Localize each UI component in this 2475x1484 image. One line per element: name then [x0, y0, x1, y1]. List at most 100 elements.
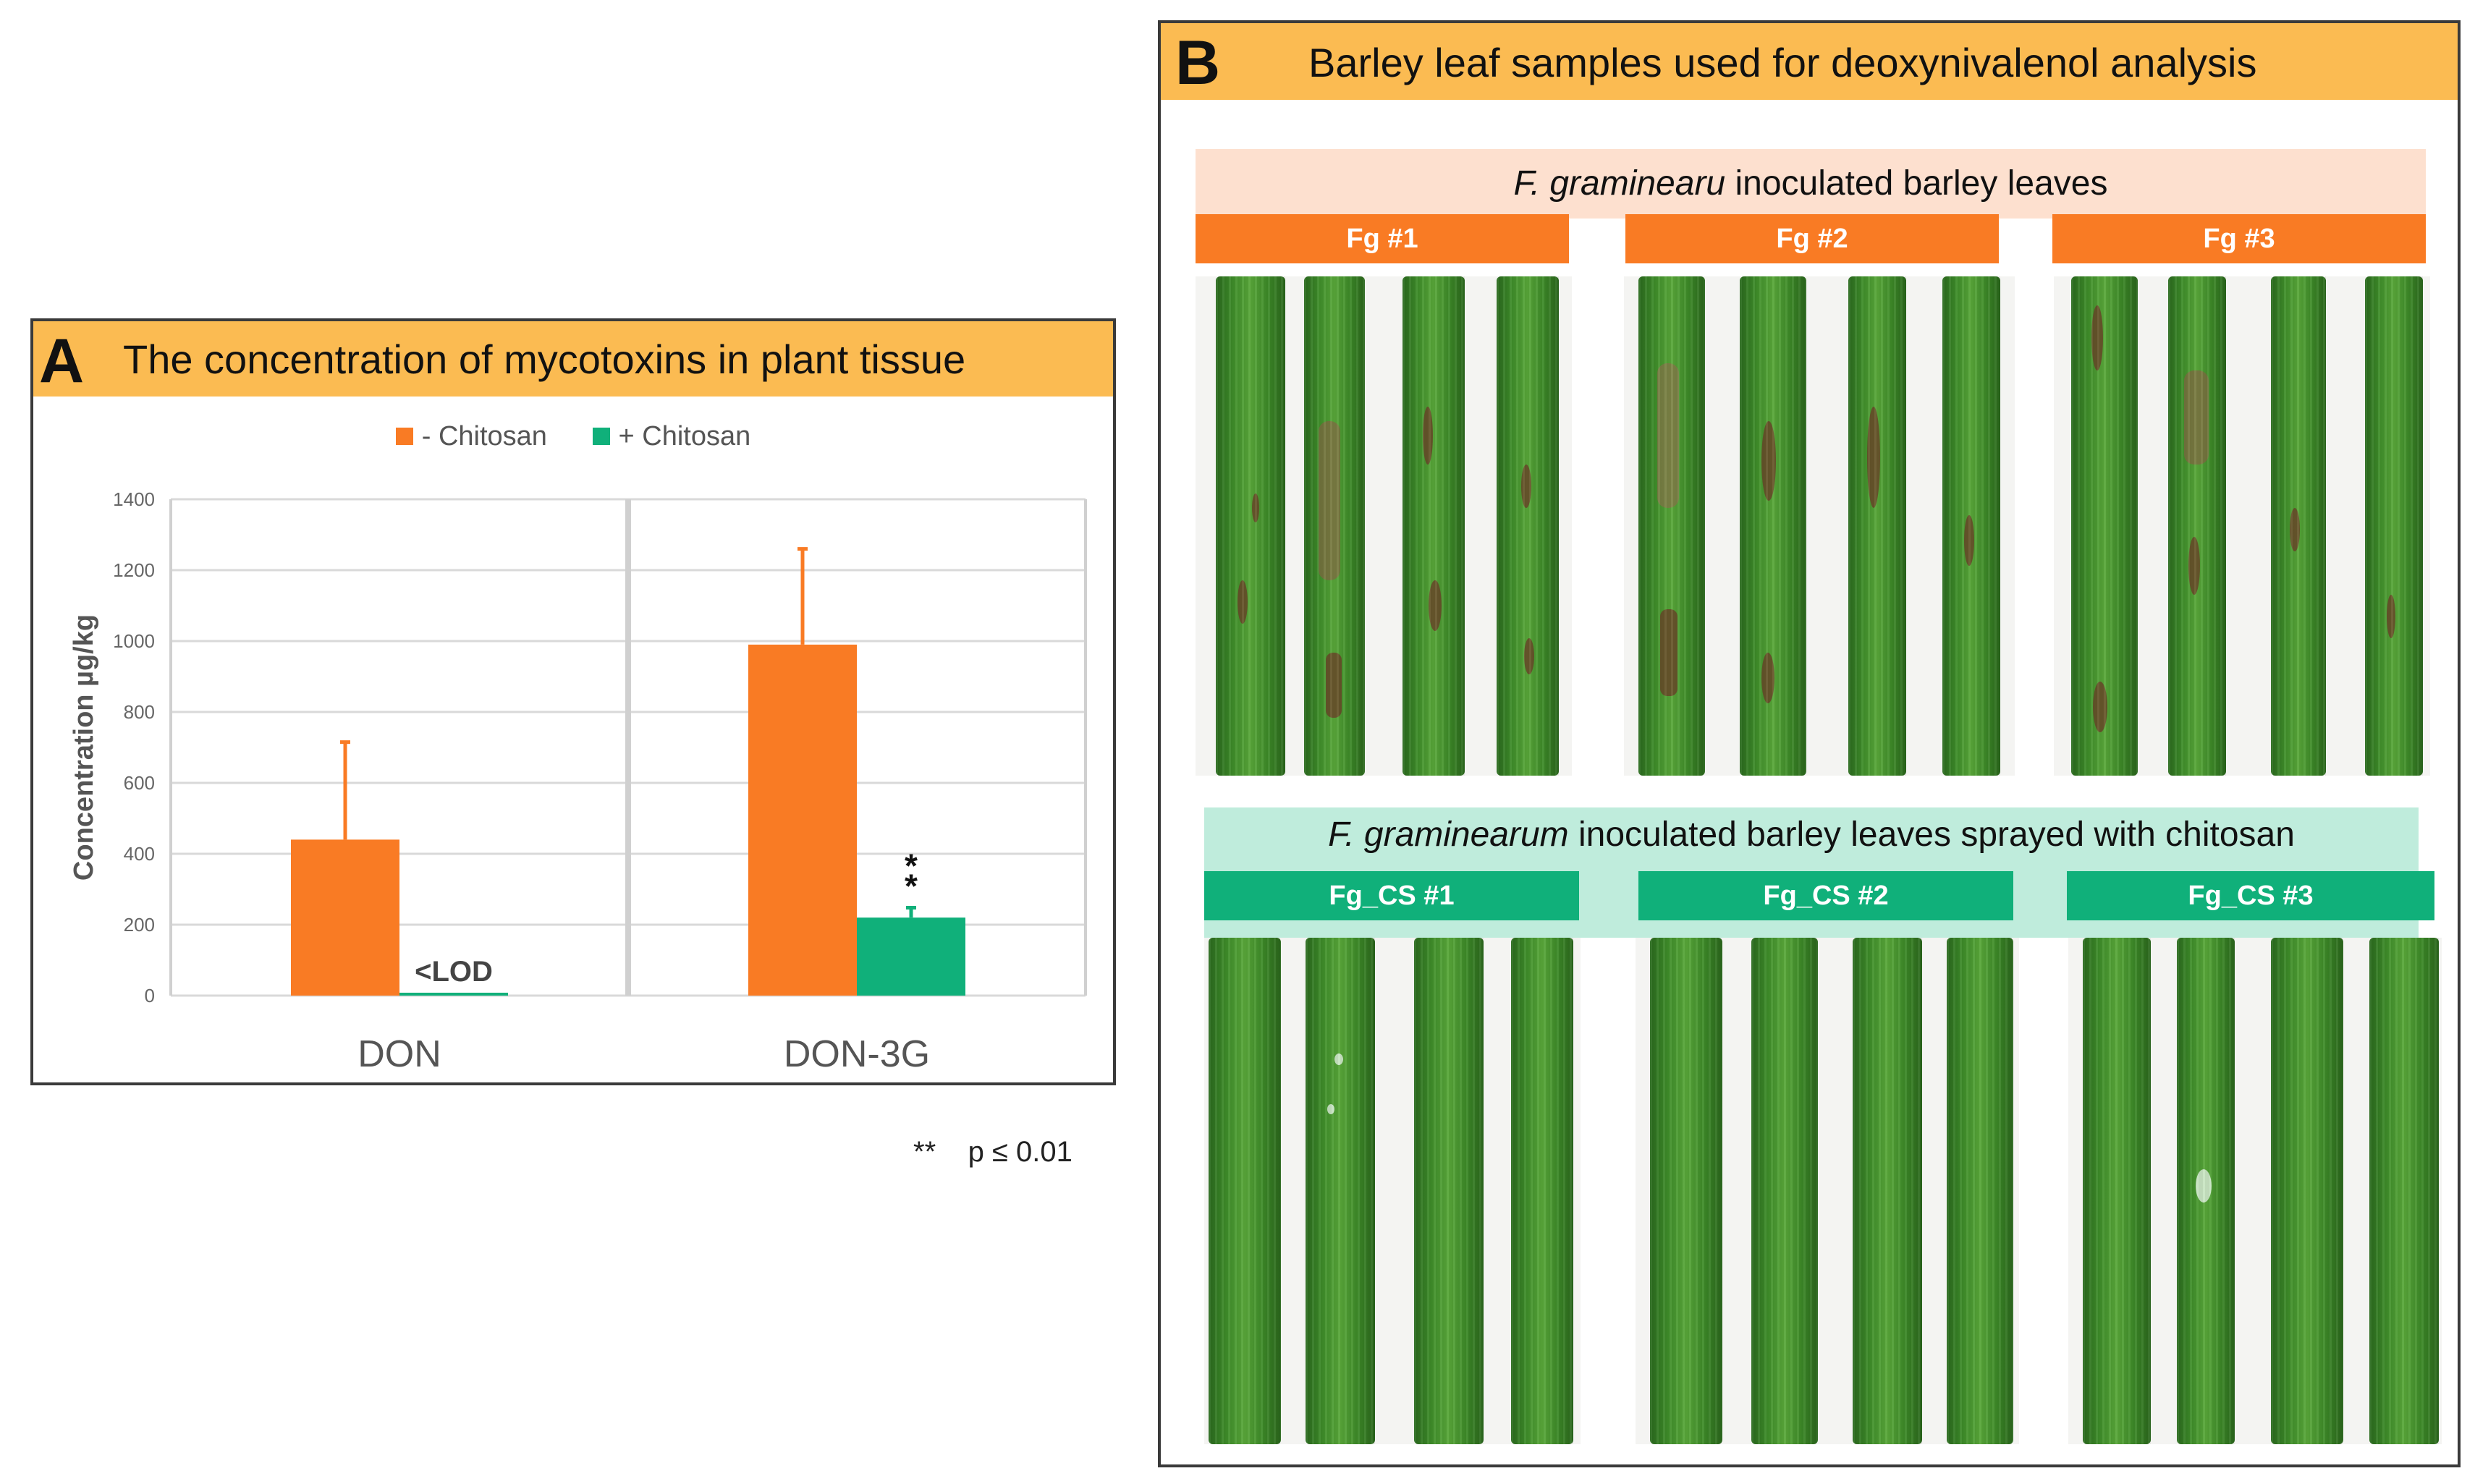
leaf [1650, 938, 1722, 1444]
panel-a: A The concentration of mycotoxins in pla… [30, 318, 1116, 1085]
lesion [2093, 682, 2107, 732]
label-fgcs-2: Fg_CS #2 [1638, 871, 2013, 920]
leaf [1306, 938, 1375, 1444]
y-tick-label: 1000 [113, 630, 155, 652]
leaf [1947, 938, 2013, 1444]
group2-title: F. graminearum inoculated barley leaves … [1204, 815, 2419, 855]
bar [291, 839, 399, 996]
leaf [1853, 938, 1922, 1444]
leaf [2369, 938, 2439, 1444]
photo-fgcs-2 [1636, 938, 2019, 1444]
leaf [1942, 276, 2000, 776]
lesion [1423, 407, 1433, 465]
photo-fg-1 [1196, 276, 1572, 776]
group1-title: F. graminearu inoculated barley leaves [1196, 164, 2426, 203]
panel-b-header: B Barley leaf samples used for deoxyniva… [1161, 23, 2458, 100]
leaf [1740, 276, 1806, 776]
panel-b-title: Barley leaf samples used for deoxynivale… [1308, 40, 2257, 85]
photo-fgcs-1 [1204, 938, 1581, 1444]
lesion [1761, 653, 1774, 703]
leaf [2365, 276, 2423, 776]
leaf [1848, 276, 1906, 776]
legend-item-minus: - Chitosan [395, 421, 547, 452]
photo-fg-3 [2054, 276, 2430, 776]
label-fgcs-1: Fg_CS #1 [1204, 871, 1579, 920]
lesion [1252, 493, 1259, 522]
panel-a-header: A The concentration of mycotoxins in pla… [33, 321, 1113, 397]
leaf [2071, 276, 2138, 776]
panel-a-title: The concentration of mycotoxins in plant… [123, 336, 966, 382]
droplet [2196, 1169, 2212, 1203]
legend-label-minus: - Chitosan [421, 421, 547, 451]
legend-label-plus: + Chitosan [618, 421, 751, 451]
lesion [2290, 508, 2300, 551]
label-fg-2: Fg #2 [1625, 214, 1999, 263]
leaf [2177, 938, 2235, 1444]
y-tick-label: 1200 [113, 559, 155, 581]
lesion [2184, 370, 2209, 465]
legend-swatch-plus [592, 427, 610, 445]
leaf [1511, 938, 1573, 1444]
group1-band: F. graminearu inoculated barley leaves [1196, 149, 2426, 219]
droplet [1327, 1104, 1334, 1114]
y-tick-label: 0 [145, 985, 155, 1006]
photo-fg-2 [1624, 276, 2015, 776]
leaf [1402, 276, 1465, 776]
lesion [1319, 421, 1340, 580]
lesion [1660, 609, 1678, 696]
lesion [2091, 305, 2103, 370]
chart-legend: - Chitosan + Chitosan [33, 421, 1113, 452]
y-tick-label: 400 [124, 843, 155, 865]
leaf [1414, 938, 1484, 1444]
lesion [1524, 638, 1534, 674]
label-fg-1: Fg #1 [1196, 214, 1569, 263]
leaf [1216, 276, 1285, 776]
lesion [1238, 580, 1248, 624]
panel-b: B Barley leaf samples used for deoxyniva… [1158, 20, 2461, 1467]
legend-swatch-minus [395, 427, 413, 445]
legend-item-plus: + Chitosan [592, 421, 751, 452]
droplet [1334, 1053, 1343, 1065]
lesion [2188, 537, 2200, 595]
leaf [1497, 276, 1559, 776]
leaf [2271, 938, 2343, 1444]
lesion [1326, 653, 1342, 718]
leaf [1638, 276, 1705, 776]
lesion [1964, 515, 1974, 566]
y-tick-label: 600 [124, 772, 155, 794]
leaf [2168, 276, 2226, 776]
lesion [1867, 407, 1880, 508]
y-axis-label: Concentration µg/kg [69, 614, 99, 881]
label-fg-3: Fg #3 [2052, 214, 2426, 263]
lesion [2387, 595, 2395, 638]
annotation-label: <LOD [415, 956, 493, 988]
lesion [1761, 421, 1776, 501]
panel-b-letter: B [1175, 28, 1221, 98]
bar [748, 644, 857, 996]
photo-fgcs-3 [2068, 938, 2442, 1444]
significance-footnote: ** p ≤ 0.01 [913, 1136, 1072, 1168]
y-tick-label: 800 [124, 701, 155, 723]
group1-title-italic: F. graminearu [1513, 164, 1726, 203]
group2-title-rest: inoculated barley leaves sprayed with ch… [1568, 815, 2295, 854]
significance-star: * [905, 867, 918, 904]
group1-title-rest: inoculated barley leaves [1725, 164, 2108, 203]
y-tick-label: 200 [124, 914, 155, 936]
lesion [1429, 580, 1442, 631]
lesion [1521, 465, 1531, 508]
panel-a-letter: A [39, 326, 85, 396]
x-tick-label: DON-3G [784, 1033, 930, 1075]
significance-star: * [905, 847, 918, 884]
leaf [2083, 938, 2151, 1444]
leaf [2271, 276, 2326, 776]
lesion [1657, 363, 1679, 508]
y-tick-label: 1400 [113, 488, 155, 510]
label-fgcs-3: Fg_CS #3 [2067, 871, 2434, 920]
leaf [1209, 938, 1281, 1444]
x-tick-label: DON [358, 1033, 441, 1075]
bar-chart: 0 200 400 600 800 1000 1200 1400 Concentration µ… [69, 488, 1087, 1075]
leaf [1751, 938, 1818, 1444]
bar [857, 917, 965, 996]
group2-title-italic: F. graminearum [1328, 815, 1569, 854]
bar [399, 993, 508, 996]
